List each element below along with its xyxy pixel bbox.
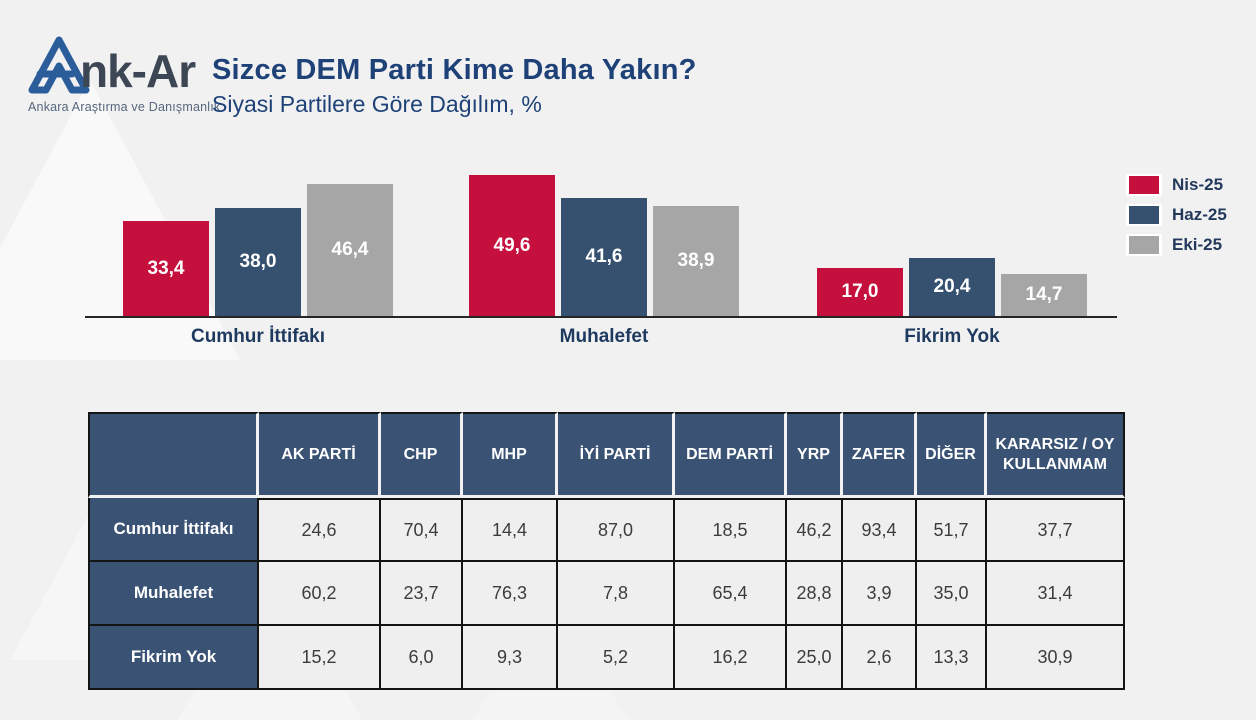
table-cell: 35,0	[917, 562, 987, 626]
header: Sizce DEM Parti Kime Daha Yakın? Siyasi …	[212, 54, 697, 118]
results-table: AK PARTİ CHP MHP İYİ PARTİ DEM PARTİ YRP ZAFER…	[88, 412, 1125, 690]
bar-group: 17,0 20,4 14,7	[817, 160, 1087, 316]
table-cell: 16,2	[675, 626, 787, 690]
bar-value-label: 20,4	[933, 276, 971, 297]
table-cell: 3,9	[843, 562, 917, 626]
bar-value-label: 41,6	[585, 246, 623, 267]
table-corner-cell	[88, 412, 259, 498]
table-cell: 24,6	[259, 498, 381, 562]
table-cell: 23,7	[381, 562, 463, 626]
chart-legend: Nis-25 Haz-25 Eki-25	[1126, 174, 1227, 264]
table-row: Cumhur İttifakı 24,6 70,4 14,4 87,0 18,5 46,2 9…	[88, 498, 1125, 562]
table-cell: 76,3	[463, 562, 558, 626]
column-header: DEM PARTİ	[675, 412, 787, 498]
bar-nis-25: 49,6	[469, 175, 555, 316]
table-cell: 14,4	[463, 498, 558, 562]
legend-item: Nis-25	[1126, 174, 1227, 196]
table-row: Fikrim Yok 15,2 6,0 9,3 5,2 16,2 25,0 2,6 13,3 30…	[88, 626, 1125, 690]
legend-color-swatch	[1129, 176, 1159, 194]
bar-eki-25: 14,7	[1001, 274, 1087, 316]
table-cell: 46,2	[787, 498, 843, 562]
table-cell: 93,4	[843, 498, 917, 562]
table-cell: 28,8	[787, 562, 843, 626]
legend-color-swatch	[1129, 236, 1159, 254]
bar-value-label: 38,9	[677, 250, 715, 271]
bar-group: 33,4 38,0 46,4	[123, 160, 393, 316]
column-header: KARARSIZ / OY KULLANMAM	[987, 412, 1125, 498]
page-title: Sizce DEM Parti Kime Daha Yakın?	[212, 54, 697, 86]
bar-value-label: 49,6	[493, 234, 531, 256]
logo-triangle-icon	[28, 36, 90, 94]
logo-text: nk-Ar	[80, 45, 196, 97]
category-label: Fikrim Yok	[904, 326, 1000, 347]
chart-axis-line	[85, 316, 1117, 318]
legend-label: Nis-25	[1172, 175, 1224, 194]
category-label: Cumhur İttifakı	[190, 326, 326, 347]
bar-nis-25: 17,0	[817, 268, 903, 316]
table-cell: 18,5	[675, 498, 787, 562]
table-cell: 37,7	[987, 498, 1125, 562]
column-header: İYİ PARTİ	[558, 412, 675, 498]
table-body: Cumhur İttifakı 24,6 70,4 14,4 87,0 18,5 46,2 9…	[88, 498, 1125, 690]
bar-haz-25: 38,0	[215, 208, 301, 316]
table-row: Muhalefet 60,2 23,7 76,3 7,8 65,4 28,8 3,9 35,0 3…	[88, 562, 1125, 626]
column-header: YRP	[787, 412, 843, 498]
bar-eki-25: 46,4	[307, 184, 393, 316]
legend-item: Haz-25	[1126, 204, 1227, 226]
row-header: Muhalefet	[88, 562, 259, 626]
bar-haz-25: 41,6	[561, 198, 647, 316]
column-header: CHP	[381, 412, 463, 498]
bar-nis-25: 33,4	[123, 221, 209, 316]
legend-label: Haz-25	[1172, 205, 1227, 224]
legend-swatch-backing	[1126, 174, 1162, 196]
table-cell: 70,4	[381, 498, 463, 562]
column-header: MHP	[463, 412, 558, 498]
logo-tagline: Ankara Araştırma ve Danışmanlık	[28, 100, 221, 114]
table-cell: 15,2	[259, 626, 381, 690]
bar-value-label: 17,0	[841, 281, 879, 302]
row-header: Cumhur İttifakı	[88, 498, 259, 562]
row-header: Fikrim Yok	[88, 626, 259, 690]
legend-item: Eki-25	[1126, 234, 1227, 256]
bar-group: 49,6 41,6 38,9	[469, 160, 739, 316]
table-cell: 7,8	[558, 562, 675, 626]
page-subtitle: Siyasi Partilere Göre Dağılım, %	[212, 91, 542, 117]
bar-value-label: 46,4	[331, 239, 369, 260]
table-cell: 60,2	[259, 562, 381, 626]
category-label: Muhalefet	[559, 326, 649, 347]
bar-haz-25: 20,4	[909, 258, 995, 316]
table-cell: 2,6	[843, 626, 917, 690]
column-header: DİĞER	[917, 412, 987, 498]
table-cell: 25,0	[787, 626, 843, 690]
table-cell: 13,3	[917, 626, 987, 690]
legend-swatch-backing	[1126, 204, 1162, 226]
legend-swatch-backing	[1126, 234, 1162, 256]
table-cell: 65,4	[675, 562, 787, 626]
ankar-logo: nk-Ar Ankara Araştırma ve Danışmanlık	[28, 36, 221, 114]
table-cell: 5,2	[558, 626, 675, 690]
bar-value-label: 14,7	[1025, 284, 1063, 305]
bar-eki-25: 38,9	[653, 206, 739, 316]
table-cell: 9,3	[463, 626, 558, 690]
column-header: ZAFER	[843, 412, 917, 498]
table-header-row: AK PARTİ CHP MHP İYİ PARTİ DEM PARTİ YRP ZAFER…	[88, 412, 1125, 498]
chart-category-labels: Cumhur İttifakı Muhalefet Fikrim Yok	[85, 326, 1117, 352]
legend-color-swatch	[1129, 206, 1159, 224]
table-cell: 87,0	[558, 498, 675, 562]
column-header: AK PARTİ	[259, 412, 381, 498]
legend-label: Eki-25	[1172, 235, 1223, 254]
table-cell: 51,7	[917, 498, 987, 562]
bar-chart: 33,4 38,0 46,4 49,6 41,6 38,9 17,0 20,4 14,7	[85, 160, 1117, 318]
table-cell: 31,4	[987, 562, 1125, 626]
table-cell: 30,9	[987, 626, 1125, 690]
bar-value-label: 33,4	[147, 257, 185, 279]
table-cell: 6,0	[381, 626, 463, 690]
bar-value-label: 38,0	[239, 251, 277, 272]
